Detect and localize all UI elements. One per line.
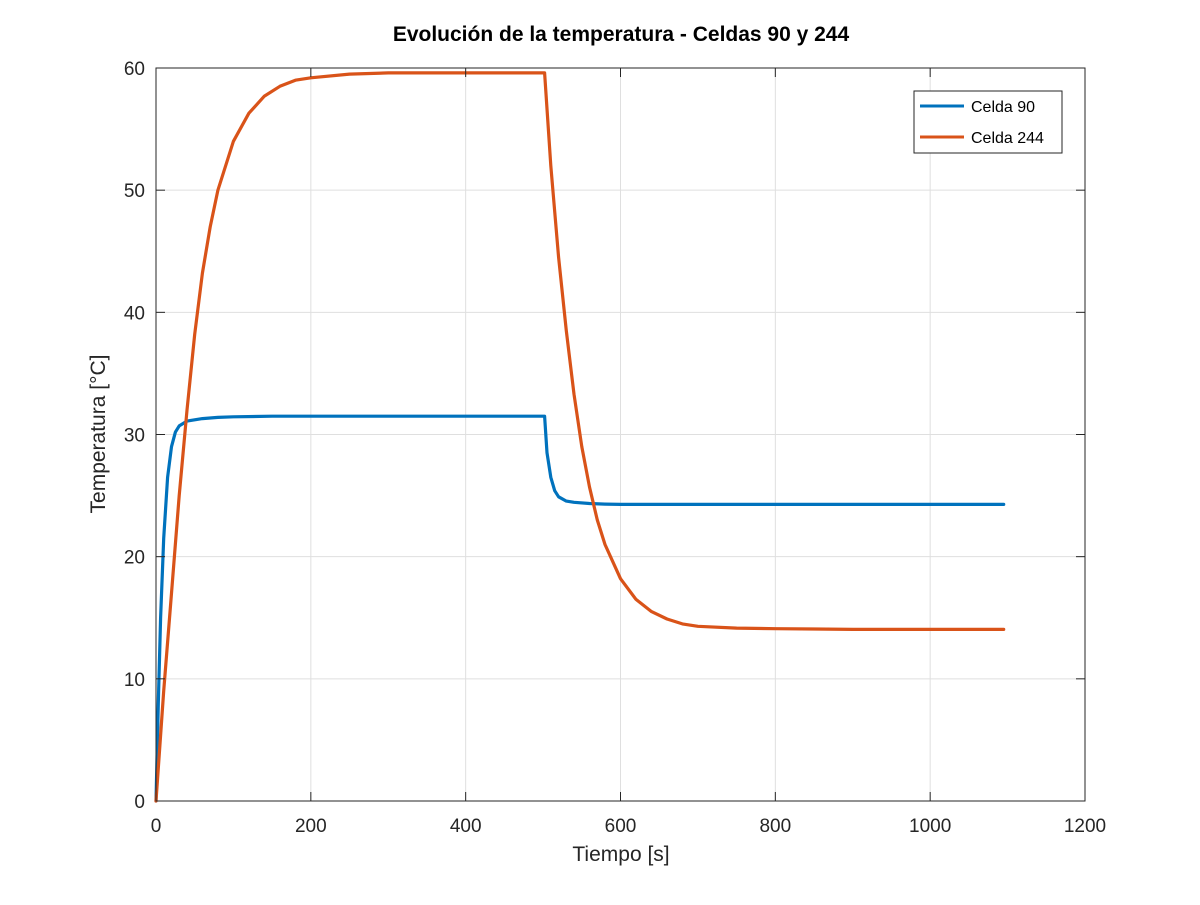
y-tick-label: 0 [134,792,145,813]
chart-title: Evolución de la temperatura - Celdas 90 … [393,23,850,46]
x-axis-label: Tiempo [s] [572,843,669,866]
x-tick-label: 800 [759,816,791,837]
legend: Celda 90 Celda 244 [913,90,1063,154]
y-axis-label: Temperatura [°C] [87,355,110,514]
x-tick-label: 0 [151,816,162,837]
y-tick-label: 10 [124,670,145,691]
y-tick-labels: 0 10 20 30 40 50 60 [124,59,145,813]
y-tick-label: 40 [124,303,145,324]
series-group [154,71,1006,803]
x-tick-label: 200 [295,816,327,837]
series-line-celda-244 [154,71,1006,803]
y-tick-label: 30 [124,426,145,447]
x-tick-label: 1000 [909,816,951,837]
x-tick-label: 400 [450,816,482,837]
y-tick-label: 50 [124,181,145,202]
y-tick-label: 20 [124,548,145,569]
ticks [155,67,1086,802]
legend-label-celda-244: Celda 244 [971,130,1044,147]
x-tick-label: 600 [605,816,637,837]
legend-label-celda-90: Celda 90 [971,99,1035,116]
x-tick-label: 1200 [1064,816,1106,837]
x-tick-labels: 0 200 400 600 800 1000 1200 [151,816,1106,837]
y-tick-label: 60 [124,59,145,80]
legend-box [913,90,1063,154]
series-line-celda-90 [154,414,1006,803]
